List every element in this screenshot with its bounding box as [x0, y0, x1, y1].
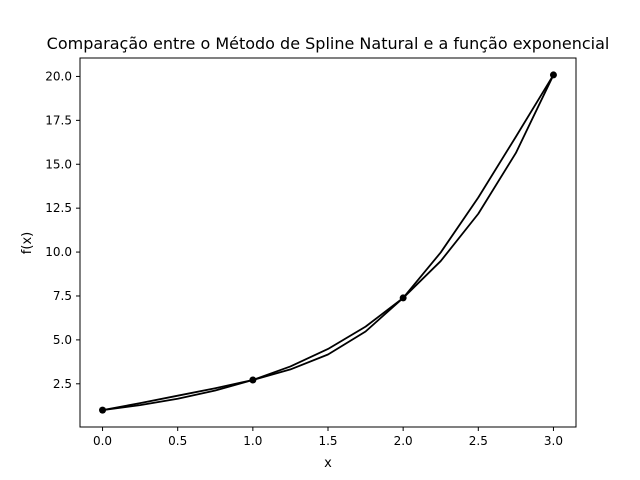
x-tick-label: 2.0 — [394, 434, 413, 448]
series-line-2 — [101, 74, 555, 412]
data-point-marker — [249, 376, 257, 384]
data-point-marker — [399, 294, 407, 302]
data-point-marker — [549, 71, 557, 79]
plot-area: 0.0 0.5 1.0 1.5 2.0 2.5 3.0 2.5 5.0 7.5 10.0 12.5 15… — [45, 57, 577, 448]
x-tick-label: 3.0 — [544, 434, 563, 448]
x-tick-label: 0.5 — [168, 434, 187, 448]
x-axis-label: x — [324, 456, 332, 471]
y-tick-label: 15.0 — [45, 157, 72, 171]
y-tick-label: 5.0 — [53, 333, 72, 347]
y-tick-label: 7.5 — [53, 289, 72, 303]
chart-title: Comparação entre o Método de Spline Natu… — [47, 34, 610, 53]
data-point-marker — [99, 406, 107, 414]
x-tick-label: 1.0 — [243, 434, 262, 448]
x-tick-label: 0.0 — [93, 434, 112, 448]
y-tick-label: 12.5 — [45, 201, 72, 215]
y-tick-label: 17.5 — [45, 113, 72, 127]
y-tick-label: 10.0 — [45, 245, 72, 259]
y-axis-label: f(x) — [20, 232, 35, 254]
y-tick-label: 2.5 — [53, 377, 72, 391]
y-tick-label: 20.0 — [45, 69, 72, 83]
series-line-1 — [101, 74, 555, 412]
x-tick-label: 1.5 — [318, 434, 337, 448]
x-tick-label: 2.5 — [469, 434, 488, 448]
